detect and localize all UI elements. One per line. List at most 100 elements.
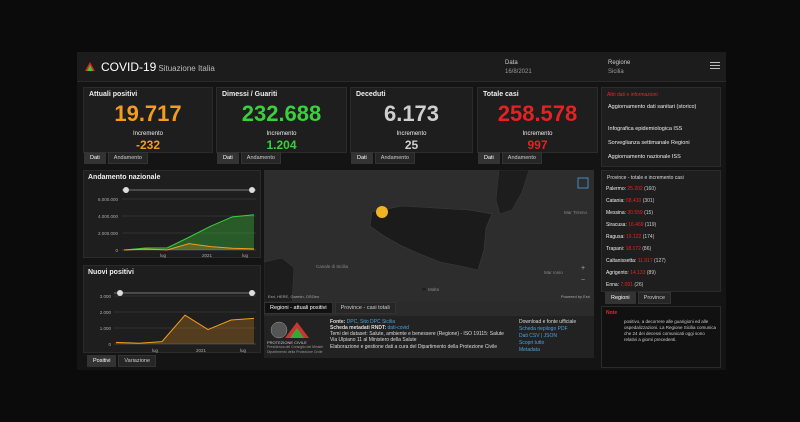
news-panel: Altri dati e informazioni Aggiornamento … (601, 87, 721, 167)
news-link[interactable]: Infografica epidemiologica ISS (608, 126, 683, 132)
series-area-0 (116, 315, 254, 344)
kpi-tabs: Dati Andamento (84, 152, 150, 164)
tab-andamento[interactable]: Andamento (374, 152, 415, 164)
footer-info: PROTEZIONE CIVILE Presidenza del Consigl… (264, 316, 594, 358)
download-link[interactable]: Metadata (519, 347, 540, 353)
kpi-increment: -232 (135, 138, 161, 152)
note-title: Note (606, 310, 618, 316)
kpi-card-positivi: Attuali positivi 19.717 Incremento -232 … (83, 87, 213, 164)
protezione-civile-logo-icon (270, 321, 309, 339)
positives-marker[interactable] (376, 206, 388, 218)
kpi-title: Totale casi (483, 91, 519, 98)
map-canvas[interactable]: Mar Tirreno Canale di Sicilia Malta Mar … (264, 170, 594, 302)
downloads-title: Download e fonte ufficiale (519, 319, 577, 325)
andamento-chart[interactable]: 6.000.000 4.000.000 2.000.000 0 lug 2021… (84, 171, 262, 259)
nuovi-chart[interactable]: 3.000 2.000 1.000 0 lug 2021 lug (84, 266, 262, 354)
menu-icon[interactable] (710, 62, 720, 70)
y-tick: 1.000 (100, 326, 112, 331)
tab-regioni-attuali[interactable]: Regioni - attuali positivi (264, 302, 333, 314)
kpi-title: Deceduti (356, 91, 386, 98)
tab-dati[interactable]: Dati (217, 152, 239, 164)
kpi-value: 258.578 (497, 101, 578, 126)
map-label: Mar Ionio (544, 270, 563, 275)
x-tick: lug (240, 348, 247, 353)
tab-andamento[interactable]: Andamento (107, 152, 148, 164)
range-handle-start[interactable] (123, 187, 129, 193)
download-link[interactable]: Scheda riepilogo PDF (519, 326, 568, 332)
news-link[interactable]: Sorveglianza settimanale Regioni (608, 140, 690, 146)
series-area-1 (124, 243, 254, 250)
province-row: Trapani: 18.172 (86) (606, 246, 652, 252)
province-panel: Province - totale e incremento casi Pale… (601, 170, 721, 292)
tab-andamento[interactable]: Andamento (501, 152, 542, 164)
download-link[interactable]: Scopri tutto (519, 340, 545, 346)
kpi-title: Attuali positivi (89, 91, 138, 98)
kpi-card-totale: Totale casi 258.578 Incremento 997 Dati … (477, 87, 598, 164)
y-tick: 0 (108, 342, 111, 347)
province-row: Caltanissetta: 11.917 (127) (606, 258, 666, 264)
elaborazione-line: Elaborazione e gestione dati a cura del … (330, 344, 498, 350)
note-panel: Note positivo, a decorrere alle guarigio… (601, 306, 721, 368)
range-handle-end[interactable] (249, 187, 255, 193)
map-legend-icon[interactable] (577, 177, 589, 189)
province-row: Messina: 30.559 (15) (606, 210, 653, 216)
date-value[interactable]: 16/8/2021 (505, 69, 532, 75)
tab-variazione[interactable]: Variazione (118, 355, 157, 367)
malta-island (422, 287, 426, 291)
tab-positivi[interactable]: Positivi (87, 355, 117, 367)
kpi-card-guariti: Dimessi / Guariti 232.688 Incremento 1.2… (216, 87, 347, 164)
series-line-0 (115, 314, 255, 344)
note-text: positivo, a decorrere alle guarigioni ed… (624, 319, 717, 342)
kpi-title: Dimessi / Guariti (222, 91, 278, 98)
kpi-value: 6.173 (383, 101, 440, 126)
tab-province[interactable]: Province (637, 292, 672, 304)
org-line3: Dipartimento della Protezione Civile (267, 350, 323, 354)
dashboard: COVID-19 Situazione Italia Data 16/8/2021… (77, 52, 726, 370)
news-link[interactable]: Aggiornamento nazionale ISS (608, 154, 681, 160)
kpi-card-deceduti: Deceduti 6.173 Incremento 25 Dati Andame… (350, 87, 473, 164)
province-row: Ragusa: 16.122 (174) (606, 234, 655, 240)
tab-dati[interactable]: Dati (351, 152, 373, 164)
download-link[interactable]: Dati CSV | JSON (519, 333, 557, 339)
covid-logo-icon (85, 62, 95, 71)
nuovi-chart-panel: Nuovi positivi 3.000 2.000 1.000 0 lug 2… (83, 265, 261, 353)
chart-tabs: Positivi Variazione (87, 355, 158, 367)
kpi-increment: 1.204 (266, 138, 297, 152)
map-label: Malta (428, 287, 440, 292)
kpi-tabs: Dati Andamento (478, 152, 544, 164)
region-select[interactable]: Sicilia (608, 69, 624, 75)
x-tick: lug (160, 253, 167, 258)
tab-dati[interactable]: Dati (478, 152, 500, 164)
x-tick: 2021 (202, 253, 213, 258)
org-line2: Presidenza del Consiglio dei Ministri (267, 345, 324, 349)
y-tick: 2.000.000 (98, 231, 119, 236)
kpi-value: 19.717 (114, 101, 182, 126)
tab-province-casi[interactable]: Province - casi totali (334, 302, 396, 314)
via-line: Via Ulpiano 11 al Ministero della Salute (330, 337, 417, 343)
zoom-out-icon[interactable]: − (581, 277, 585, 284)
x-tick: 2021 (196, 348, 207, 353)
range-handle-start[interactable] (117, 290, 123, 296)
tunisia-landmass (264, 257, 295, 302)
tab-dati[interactable]: Dati (84, 152, 106, 164)
temi-line: Temi dei dataset: Salute, ambiente e ben… (330, 331, 504, 337)
header-bar: COVID-19 Situazione Italia Data 16/8/2021… (77, 52, 726, 82)
news-link[interactable]: Aggiornamento dati sanitari (storico) (608, 104, 697, 110)
x-tick: lug (242, 253, 249, 258)
map-tabs: Regioni - attuali positivi Province - ca… (264, 302, 398, 314)
map-label: Canale di Sicilia (316, 264, 349, 269)
tab-regioni[interactable]: Regioni (605, 292, 636, 304)
kpi-increment-label: Incremento (522, 131, 553, 137)
series-area-0 (124, 214, 254, 250)
y-tick: 2.000 (100, 310, 112, 315)
zoom-in-icon[interactable]: + (581, 265, 585, 272)
chart-title: Nuovi positivi (88, 269, 134, 276)
kpi-tabs: Dati Andamento (217, 152, 283, 164)
map-view[interactable]: Mar Tirreno Canale di Sicilia Malta Mar … (264, 170, 594, 358)
map-label: Mar Tirreno (564, 210, 588, 215)
tab-andamento[interactable]: Andamento (240, 152, 281, 164)
chart-title: Andamento nazionale (88, 174, 161, 181)
map-attribution: Esri, HERE, Garmin, OSGeo (268, 294, 320, 299)
range-handle-end[interactable] (249, 290, 255, 296)
kpi-increment: 997 (527, 138, 548, 152)
